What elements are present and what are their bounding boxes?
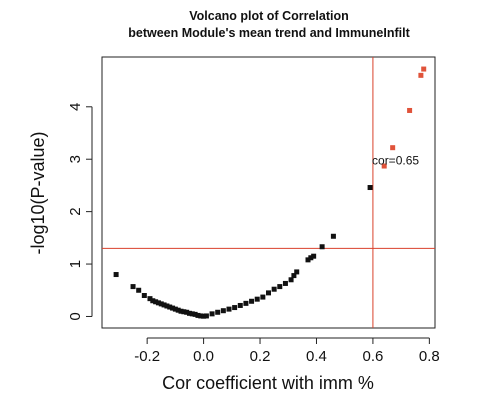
data-point [294,269,300,275]
highlighted-data-point [421,66,427,72]
data-point [243,300,249,306]
plot-frame [101,56,436,329]
data-point [189,311,195,317]
data-point [184,309,190,315]
x-tick-label: 0.8 [419,348,440,365]
data-points [113,66,427,319]
data-point [113,272,119,278]
x-axis-label: Cor coefficient with imm % [162,373,374,393]
data-point [167,304,173,310]
data-point [254,296,260,302]
data-point [155,300,161,306]
data-point [195,312,201,318]
data-point [319,244,325,250]
chart-title-line1: Volcano plot of Correlation [189,9,349,23]
y-axis: 0 1 2 3 4 [67,103,93,321]
x-tick-label: 0.0 [193,348,214,365]
data-point [288,277,294,283]
data-point [175,307,181,313]
data-point [201,313,207,319]
data-point [150,298,156,304]
x-tick-label: -0.2 [134,348,160,365]
data-point [311,253,317,259]
data-point [136,287,142,293]
data-point [308,255,314,261]
data-point [209,311,215,317]
data-point [237,302,243,308]
data-point [130,284,136,290]
data-point [291,273,297,279]
x-tick-label: 0.2 [250,348,271,365]
data-point [271,286,277,292]
data-point [282,280,288,286]
threshold-lines [102,57,435,328]
data-point [249,298,255,304]
y-tick-label: 0 [67,312,84,320]
data-point [305,257,311,263]
data-point [181,309,187,315]
data-point [158,301,164,307]
highlighted-data-point [390,145,396,151]
chart-title-line2: between Module's mean trend and ImmuneIn… [128,26,410,40]
y-tick-label: 3 [67,155,84,163]
y-axis-label: -log10(P-value) [28,131,48,254]
x-axis: -0.2 0.0 0.2 0.4 0.6 0.8 [134,337,440,365]
data-point [161,302,167,308]
data-point [226,306,232,312]
data-point [186,310,192,316]
y-tick-label: 4 [67,103,84,111]
highlighted-data-point [407,107,413,113]
data-point [266,290,271,296]
data-point [192,311,198,317]
data-point [203,313,209,319]
data-point [330,233,336,239]
data-point [220,308,226,314]
highlighted-data-point [381,163,387,169]
data-point [198,313,204,319]
x-tick-label: 0.4 [306,348,327,365]
data-point [147,296,153,302]
data-point [172,306,178,312]
x-tick-label: 0.6 [362,348,383,365]
data-point [277,284,283,290]
correlation-annotation: cor=0.65 [372,153,419,167]
data-point [232,305,238,311]
highlighted-data-point [418,72,424,78]
data-point [170,305,176,311]
data-point [367,185,373,191]
data-point [215,309,221,315]
data-point [260,294,266,300]
data-point [178,308,184,314]
y-tick-label: 1 [67,260,84,268]
data-point [153,299,159,305]
y-tick-label: 2 [67,207,84,215]
data-point [141,293,147,299]
data-point [164,303,170,309]
